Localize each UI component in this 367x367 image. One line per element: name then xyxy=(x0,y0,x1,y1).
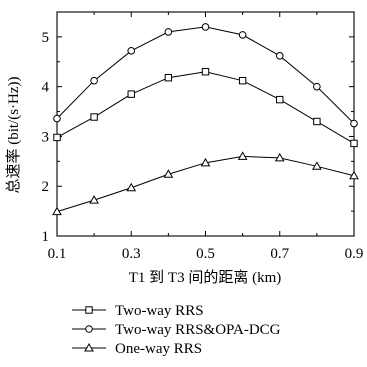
legend-marker xyxy=(85,325,93,333)
series-square xyxy=(53,68,358,148)
legend-item: Two-way RRS xyxy=(72,303,204,319)
data-point xyxy=(52,206,62,216)
data-point xyxy=(238,76,247,85)
series-circle xyxy=(53,23,358,128)
x-tick-label: 0.5 xyxy=(196,246,215,262)
data-point xyxy=(163,169,174,178)
x-tick-label: 0.7 xyxy=(270,246,289,262)
data-point xyxy=(53,114,61,123)
data-point xyxy=(127,47,136,55)
axes: 0.1 0.3 0.5 0.7 0.9 1 2 3 4 5 xyxy=(42,11,364,262)
data-point xyxy=(201,23,210,31)
data-point xyxy=(350,119,358,128)
legend-label: One-way RRS xyxy=(115,341,202,357)
data-point xyxy=(313,82,321,91)
data-point xyxy=(90,113,98,121)
x-tick-label: 0.9 xyxy=(345,246,364,262)
data-point xyxy=(349,170,359,180)
data-point xyxy=(89,195,99,204)
legend-item: One-way RRS xyxy=(72,341,202,357)
legend-label: Two-way RRS xyxy=(115,303,204,319)
y-tick-label: 2 xyxy=(42,179,50,195)
y-tick-label: 3 xyxy=(42,129,50,145)
plot-frame xyxy=(56,11,355,237)
data-point xyxy=(164,74,173,82)
legend-marker xyxy=(84,342,94,352)
y-tick-label: 5 xyxy=(42,30,50,46)
x-tick-label: 0.3 xyxy=(122,246,141,262)
data-point xyxy=(126,182,137,192)
legend-label: Two-way RRS&OPA-DCG xyxy=(115,322,281,338)
y-tick-label: 1 xyxy=(42,229,50,245)
series-line xyxy=(56,71,355,144)
legend-item: Two-way RRS&OPA-DCG xyxy=(72,322,281,338)
data-point xyxy=(90,76,98,85)
data-point xyxy=(164,28,173,36)
data-point xyxy=(350,139,358,148)
plot-area xyxy=(56,11,355,237)
data-point xyxy=(238,31,247,39)
data-point xyxy=(274,152,285,162)
data-point xyxy=(53,133,61,142)
y-tick-label: 4 xyxy=(42,80,50,96)
data-point xyxy=(127,90,135,98)
x-axis-label: T1 到 T3 间的距离 (km) xyxy=(129,269,281,286)
data-point xyxy=(237,151,248,160)
legend-marker xyxy=(85,306,93,314)
series-triangle xyxy=(52,151,359,216)
y-axis-label: 总速率 (bit/(s·Hz)) xyxy=(5,76,22,193)
data-point xyxy=(312,161,322,170)
x-tick-label: 0.1 xyxy=(48,246,67,262)
data-point xyxy=(201,68,210,76)
series-group xyxy=(52,23,359,216)
data-point xyxy=(313,117,321,126)
legend: Two-way RRS Two-way RRS&OPA-DCG One-way RR… xyxy=(72,303,281,357)
data-point xyxy=(276,95,284,104)
data-point xyxy=(200,157,211,167)
data-point xyxy=(275,52,284,60)
